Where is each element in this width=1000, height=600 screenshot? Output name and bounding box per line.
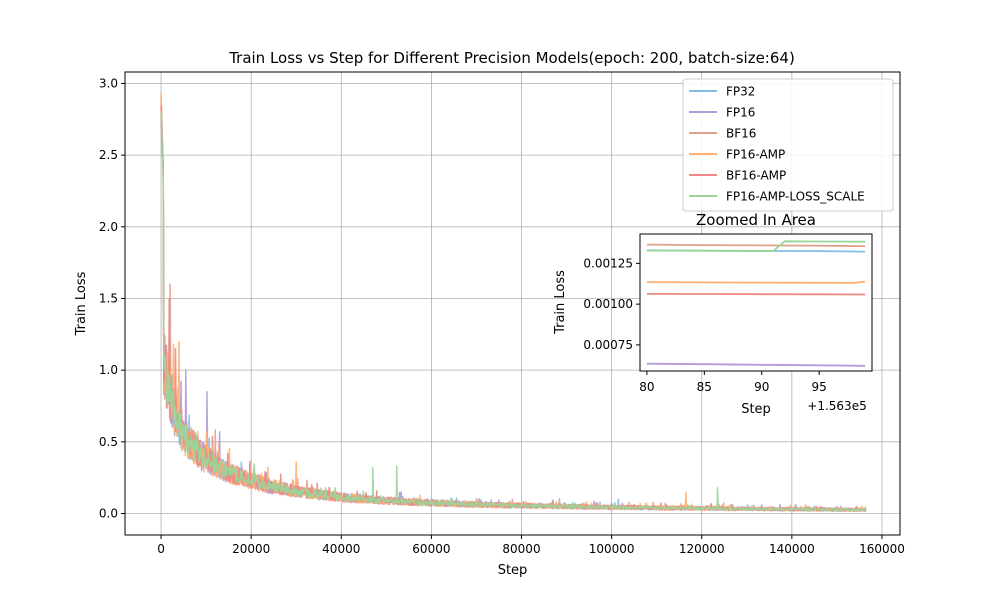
inset-x-axis-label: Step [741,402,771,417]
main-y-axis-label: Train Loss [74,271,89,336]
legend-label: FP16-AMP [726,148,785,162]
y-tick-label: 1.0 [99,363,118,377]
x-tick-label: 80000 [502,542,540,556]
inset-title: Zoomed In Area [696,211,816,229]
x-tick-label: 160000 [859,542,905,556]
main-x-axis-label: Step [498,563,528,578]
legend-label: BF16 [726,127,756,141]
inset-y-tick-label: 0.00125 [583,256,633,270]
inset-y-axis-label: Train Loss [553,270,568,335]
y-tick-label: 0.0 [99,506,118,520]
inset-y-tick-label: 0.00075 [583,338,633,352]
legend-box [682,78,894,212]
inset-x-offset-label: +1.563e5 [807,399,866,413]
inset-axes: Zoomed In Area 80 85 90 95 0.00075 0.00100 0.00… [553,211,873,417]
series-line-fp16-amp-loss-scale [160,112,867,512]
y-tick-label: 1.5 [99,291,118,305]
y-tick-label: 3.0 [99,76,118,90]
inset-y-tick-label: 0.00100 [583,297,633,311]
inset-series-line-fp16-amp [646,280,866,284]
x-tick-label: 20000 [232,542,270,556]
x-tick-label: 120000 [679,542,725,556]
x-tick-label: 0 [157,542,165,556]
inset-x-tick-label: 85 [697,380,712,394]
legend-label: FP32 [726,85,755,99]
legend-label: FP16-AMP-LOSS_SCALE [726,190,865,204]
legend-label: FP16 [726,106,755,120]
inset-series-line-fp16 [646,362,866,367]
x-tick-label: 100000 [589,542,635,556]
inset-frame [639,233,873,372]
inset-series-line-bf16 [646,243,866,248]
inset-x-tick-label: 90 [754,380,769,394]
x-tick-label: 140000 [769,542,815,556]
inset-series-line-fp16-amp-loss-scale [646,240,866,253]
main-chart-title: Train Loss vs Step for Different Precisi… [228,49,795,67]
inset-x-tick-label: 95 [812,380,827,394]
x-tick-label: 40000 [322,542,360,556]
inset-x-tick-label: 80 [639,380,654,394]
legend: FP32 FP16 BF16 FP16-AMP BF16-AMP FP16-AMP-LOS… [682,78,894,212]
y-tick-label: 2.0 [99,220,118,234]
inset-background [640,234,872,371]
x-tick-label: 60000 [412,542,450,556]
legend-label: BF16-AMP [726,169,786,183]
main-axes-frame [124,71,901,536]
y-tick-label: 2.5 [99,148,118,162]
inset-series-line-bf16-amp [646,293,866,296]
y-tick-label: 0.5 [99,435,118,449]
